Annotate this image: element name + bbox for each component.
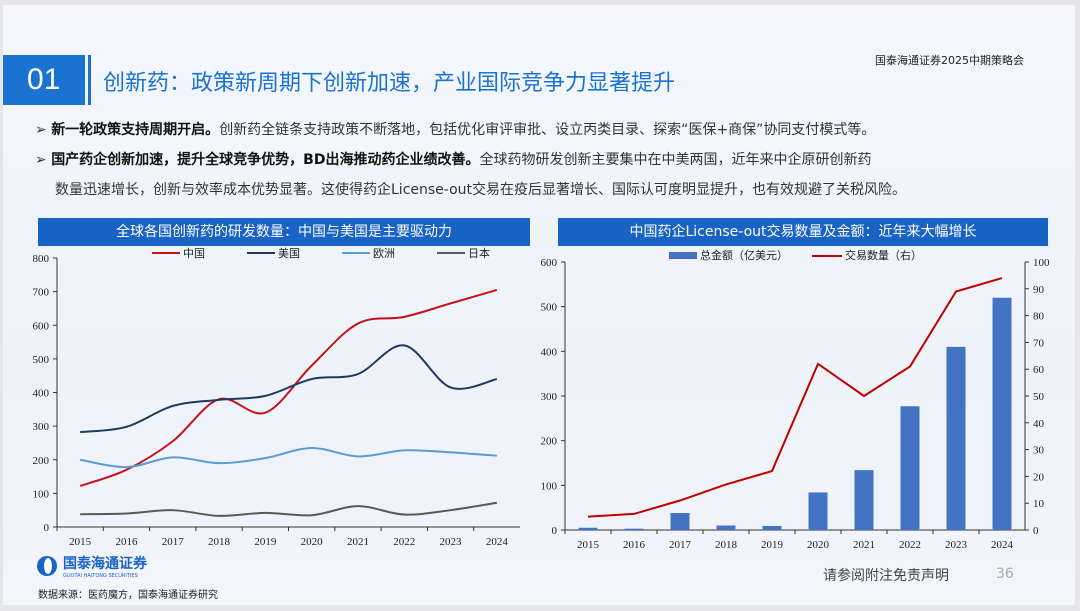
section-divider (88, 55, 91, 105)
c1-y-tick-label: 100 (33, 488, 50, 500)
bullet-2-text: 全球药物研发创新主要集中在中美两国，近年来中企原研创新药 (479, 152, 872, 168)
bullet-2-cont: 数量迅速增长，创新与效率成本优势显著。这使得药企License-out交易在疫后… (55, 182, 907, 198)
logo-sub: GUOTAI HAITONG SECURITIES (63, 573, 138, 579)
c2-y2-tick-label: 100 (1033, 257, 1050, 269)
c1-legend-label: 美国 (278, 247, 300, 260)
logo-text: 国泰海通证券 (63, 556, 147, 572)
c2-x-tick-label: 2017 (669, 539, 692, 551)
bullet-2-bold: 国产药企创新加速，提升全球竞争优势，BD出海推动药企业绩改善。 (51, 152, 480, 168)
c2-x-tick-label: 2020 (807, 539, 830, 551)
c1-x-tick-label: 2018 (208, 536, 231, 548)
c2-y-tick-label: 600 (541, 257, 558, 269)
c1-legend-label: 日本 (468, 246, 490, 260)
c2-bar (992, 297, 1012, 530)
c1-y-tick-label: 300 (33, 421, 50, 433)
c1-y-tick-label: 200 (33, 455, 50, 467)
c1-series-line-3 (80, 501, 498, 517)
bullet-2: ➢ 国产药企创新加速，提升全球竞争优势，BD出海推动药企业绩改善。全球药物研发创… (35, 152, 872, 168)
c2-y-tick-label: 400 (541, 346, 558, 358)
c2-x-tick-label: 2024 (991, 539, 1014, 551)
c1-series-line-0 (79, 288, 498, 487)
c1-series-line-2 (79, 446, 497, 469)
chart1-title: 全球各国创新药的研发数量：中国与美国是主要驱动力 (38, 218, 530, 246)
disclaimer: 请参阅附注免责声明 (823, 568, 949, 584)
c2-legend-label-line: 交易数量（右） (845, 248, 922, 262)
bullet-1-bold: 新一轮政策支持周期开启。 (51, 122, 220, 138)
c1-y-tick-label: 600 (33, 320, 50, 332)
c1-series-line-1 (80, 344, 498, 434)
c2-y2-tick-label: 20 (1033, 471, 1045, 483)
c2-x-tick-label: 2021 (853, 539, 875, 551)
c2-x-tick-label: 2018 (715, 539, 738, 551)
c2-y-tick-label: 300 (541, 391, 558, 403)
c1-y-tick-label: 800 (33, 253, 50, 265)
c2-y-tick-label: 200 (541, 436, 558, 448)
c2-x-tick-label: 2019 (761, 539, 784, 551)
c1-x-tick-label: 2020 (301, 536, 324, 548)
c2-y2-tick-label: 0 (1033, 525, 1039, 537)
c2-bar (716, 525, 736, 530)
c2-x-tick-label: 2022 (899, 539, 921, 551)
c1-x-tick-label: 2022 (393, 536, 415, 548)
c1-y-tick-label: 500 (33, 354, 50, 366)
c2-x-tick-label: 2016 (623, 539, 646, 551)
bullet-1-text: 创新药全链条支持政策不断落地，包括优化审评审批、设立丙类目录、探索“医保+商保”… (219, 122, 876, 138)
c2-y2-tick-label: 60 (1033, 364, 1045, 376)
c2-bar (762, 525, 782, 530)
c2-bar (808, 492, 828, 530)
bullet-1: ➢ 新一轮政策支持周期开启。创新药全链条支持政策不断落地，包括优化审评审批、设立… (35, 122, 876, 138)
c1-legend-label: 中国 (183, 247, 205, 260)
c2-legend-swatch-bar (669, 252, 697, 259)
c2-bar (854, 470, 874, 530)
c2-legend-label-bar: 总金额（亿美元） (700, 248, 788, 262)
c1-x-tick-label: 2023 (440, 536, 463, 548)
c2-bar (946, 346, 966, 530)
c1-legend-label: 欧洲 (373, 247, 395, 260)
data-source: 数据来源：医药魔方，国泰海通证券研究 (38, 590, 218, 601)
c1-x-tick-label: 2015 (69, 536, 92, 548)
c1-x-tick-label: 2024 (486, 536, 509, 548)
c1-x-tick-label: 2019 (254, 536, 277, 548)
chart2-title: 中国药企License-out交易数量及金额：近年来大幅增长 (558, 218, 1048, 246)
page-title: 创新药：政策新周期下创新加速，产业国际竞争力显著提升 (103, 71, 676, 96)
c2-y2-tick-label: 40 (1033, 418, 1045, 430)
c1-y-tick-label: 0 (44, 522, 50, 534)
c2-y2-tick-label: 90 (1033, 284, 1045, 296)
c2-y2-tick-label: 10 (1033, 498, 1045, 510)
c2-y2-tick-label: 80 (1033, 311, 1045, 323)
c2-y2-tick-label: 70 (1033, 337, 1045, 349)
c2-x-tick-label: 2023 (945, 539, 968, 551)
c2-bar (624, 528, 644, 530)
c1-y-tick-label: 700 (33, 287, 50, 299)
c2-x-tick-label: 2015 (577, 539, 600, 551)
c2-bar (670, 513, 690, 530)
c2-bar (578, 527, 598, 530)
org-name: 国泰海通证券2025中期策略会 (875, 54, 1024, 67)
c1-x-tick-label: 2017 (162, 536, 185, 548)
slide: 国泰海通证券2025中期策略会 01 创新药：政策新周期下创新加速，产业国际竞争… (3, 5, 1075, 605)
c2-y2-tick-label: 50 (1033, 391, 1045, 403)
c2-bar (900, 406, 920, 530)
c1-x-tick-label: 2021 (347, 536, 369, 548)
c2-y-tick-label: 0 (552, 525, 558, 537)
c2-line-series (587, 277, 1003, 518)
section-number: 01 (3, 55, 85, 105)
c2-y2-tick-label: 30 (1033, 445, 1045, 457)
c2-y-tick-label: 500 (541, 302, 558, 314)
logo: 国泰海通证券 GUOTAI HAITONG SECURITIES (36, 553, 147, 579)
logo-icon (37, 556, 57, 576)
page-number: 36 (996, 566, 1014, 582)
c1-y-tick-label: 400 (33, 388, 50, 400)
c2-y-tick-label: 100 (541, 480, 558, 492)
c1-x-tick-label: 2016 (115, 536, 138, 548)
